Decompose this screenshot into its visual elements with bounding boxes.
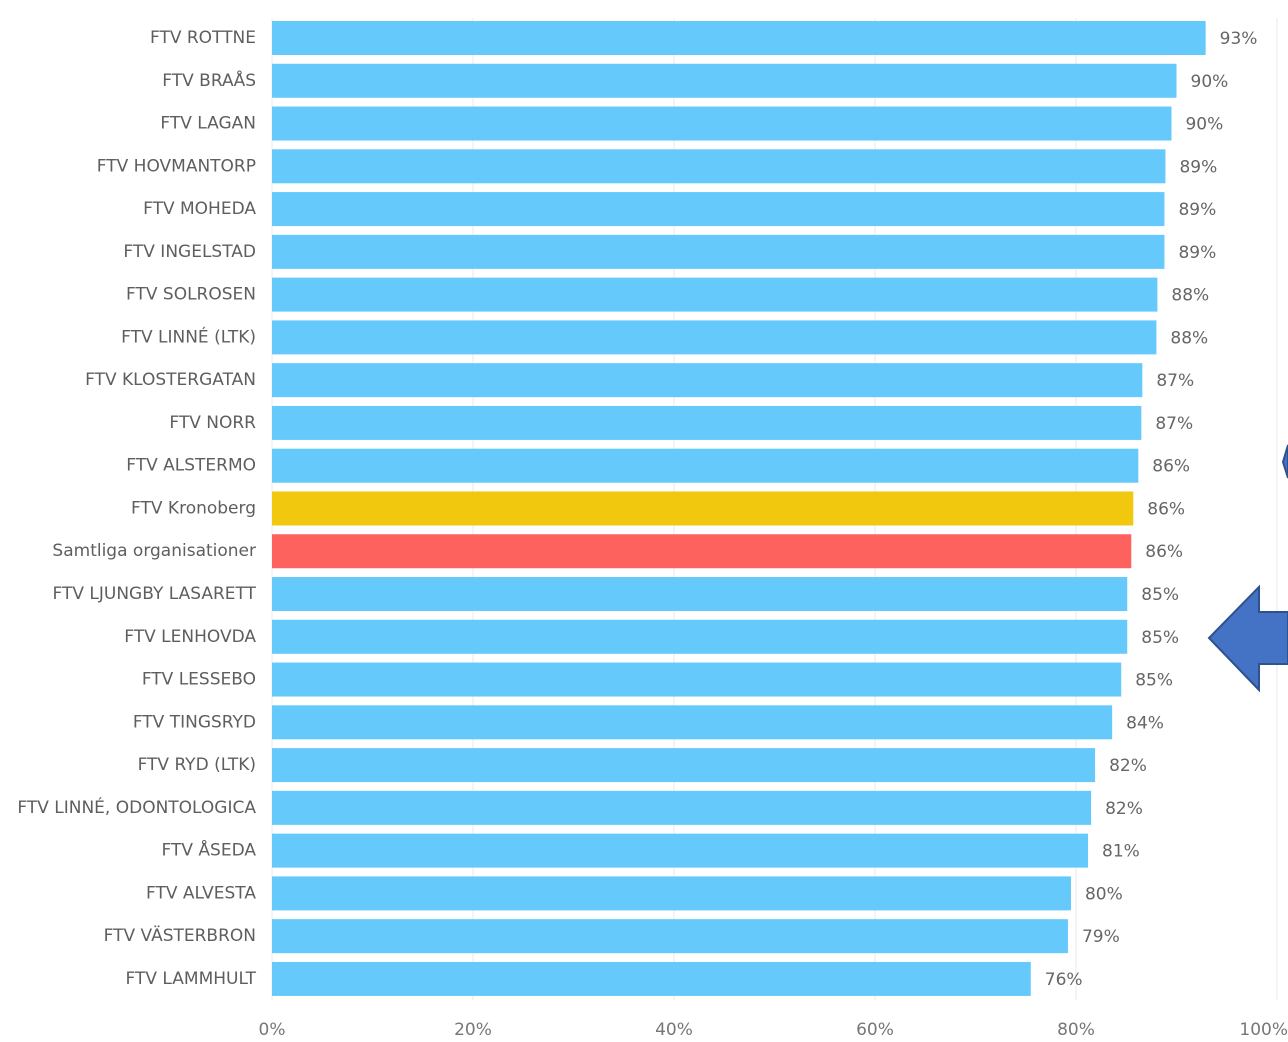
bar bbox=[272, 149, 1166, 184]
value-label: 82% bbox=[1109, 756, 1147, 776]
category-label: FTV ROTTNE bbox=[150, 28, 256, 48]
bar bbox=[272, 748, 1096, 783]
bar bbox=[272, 192, 1165, 227]
value-label: 87% bbox=[1156, 371, 1194, 391]
bar bbox=[272, 790, 1092, 825]
value-label: 84% bbox=[1126, 713, 1164, 733]
bar bbox=[272, 705, 1113, 740]
bar bbox=[272, 277, 1158, 312]
x-tick-label: 40% bbox=[655, 1020, 693, 1040]
arrow-partial bbox=[1281, 444, 1288, 479]
value-label: 85% bbox=[1141, 628, 1179, 648]
arrow bbox=[1207, 584, 1288, 693]
category-label: FTV ALSTERMO bbox=[126, 456, 256, 476]
category-label: FTV KLOSTERGATAN bbox=[85, 370, 256, 390]
value-label: 86% bbox=[1147, 499, 1185, 519]
x-tick-label: 80% bbox=[1057, 1020, 1095, 1040]
bar bbox=[272, 405, 1142, 440]
value-label: 86% bbox=[1145, 542, 1183, 562]
category-label: FTV Kronoberg bbox=[131, 498, 256, 518]
category-label: FTV LAMMHULT bbox=[126, 969, 257, 989]
bar bbox=[272, 619, 1128, 654]
x-tick-label: 100% bbox=[1239, 1020, 1288, 1040]
value-label: 87% bbox=[1155, 414, 1193, 434]
value-label: 88% bbox=[1171, 286, 1209, 306]
value-label: 90% bbox=[1185, 115, 1223, 135]
value-label: 90% bbox=[1191, 72, 1229, 92]
category-label: FTV LESSEBO bbox=[142, 670, 256, 690]
category-label: Samtliga organisationer bbox=[52, 541, 256, 561]
bar bbox=[272, 876, 1071, 911]
bar bbox=[272, 234, 1165, 269]
value-label: 80% bbox=[1085, 884, 1123, 904]
category-label: FTV MOHEDA bbox=[143, 199, 256, 219]
bar bbox=[272, 21, 1206, 55]
category-label: FTV VÄSTERBRON bbox=[104, 925, 256, 946]
value-label: 85% bbox=[1135, 671, 1173, 691]
value-label: 93% bbox=[1220, 29, 1258, 49]
bar bbox=[272, 534, 1132, 569]
category-label: FTV LINNÉ, ODONTOLOGICA bbox=[17, 796, 256, 818]
bar bbox=[272, 919, 1068, 954]
value-label: 81% bbox=[1102, 842, 1140, 862]
bar bbox=[272, 961, 1031, 996]
bar bbox=[272, 662, 1122, 697]
category-label: FTV ALVESTA bbox=[146, 883, 256, 903]
bar bbox=[272, 448, 1139, 483]
x-tick-label: 0% bbox=[259, 1020, 286, 1040]
value-label: 89% bbox=[1178, 200, 1216, 220]
bar bbox=[272, 363, 1143, 398]
value-label: 82% bbox=[1105, 799, 1143, 819]
value-label: 76% bbox=[1045, 970, 1083, 990]
x-tick-label: 20% bbox=[454, 1020, 492, 1040]
value-label: 86% bbox=[1152, 457, 1190, 477]
bar bbox=[272, 833, 1089, 868]
category-label: FTV INGELSTAD bbox=[123, 242, 256, 262]
value-label: 89% bbox=[1179, 157, 1217, 177]
value-label: 88% bbox=[1170, 328, 1208, 348]
bars bbox=[272, 21, 1206, 996]
value-label: 85% bbox=[1141, 585, 1179, 605]
x-tick-label: 60% bbox=[856, 1020, 894, 1040]
category-label: FTV NORR bbox=[169, 413, 256, 433]
bar bbox=[272, 63, 1177, 98]
bar bbox=[272, 106, 1172, 141]
bar bbox=[272, 491, 1134, 526]
category-label: FTV ÅSEDA bbox=[162, 839, 257, 861]
category-label: FTV RYD (LTK) bbox=[138, 755, 256, 775]
value-label: 89% bbox=[1178, 243, 1216, 263]
category-label: FTV HOVMANTORP bbox=[97, 156, 256, 176]
value-label: 79% bbox=[1082, 927, 1120, 947]
bar bbox=[272, 577, 1128, 612]
category-label: FTV SOLROSEN bbox=[126, 285, 256, 305]
category-label: FTV LJUNGBY LASARETT bbox=[53, 584, 257, 604]
category-label: FTV LINNÉ (LTK) bbox=[121, 325, 256, 347]
category-label: FTV BRAÅS bbox=[162, 69, 256, 91]
category-label: FTV LAGAN bbox=[160, 114, 256, 134]
category-label: FTV LENHOVDA bbox=[124, 627, 256, 647]
category-label: FTV TINGSRYD bbox=[133, 712, 256, 732]
bar bbox=[272, 320, 1157, 355]
